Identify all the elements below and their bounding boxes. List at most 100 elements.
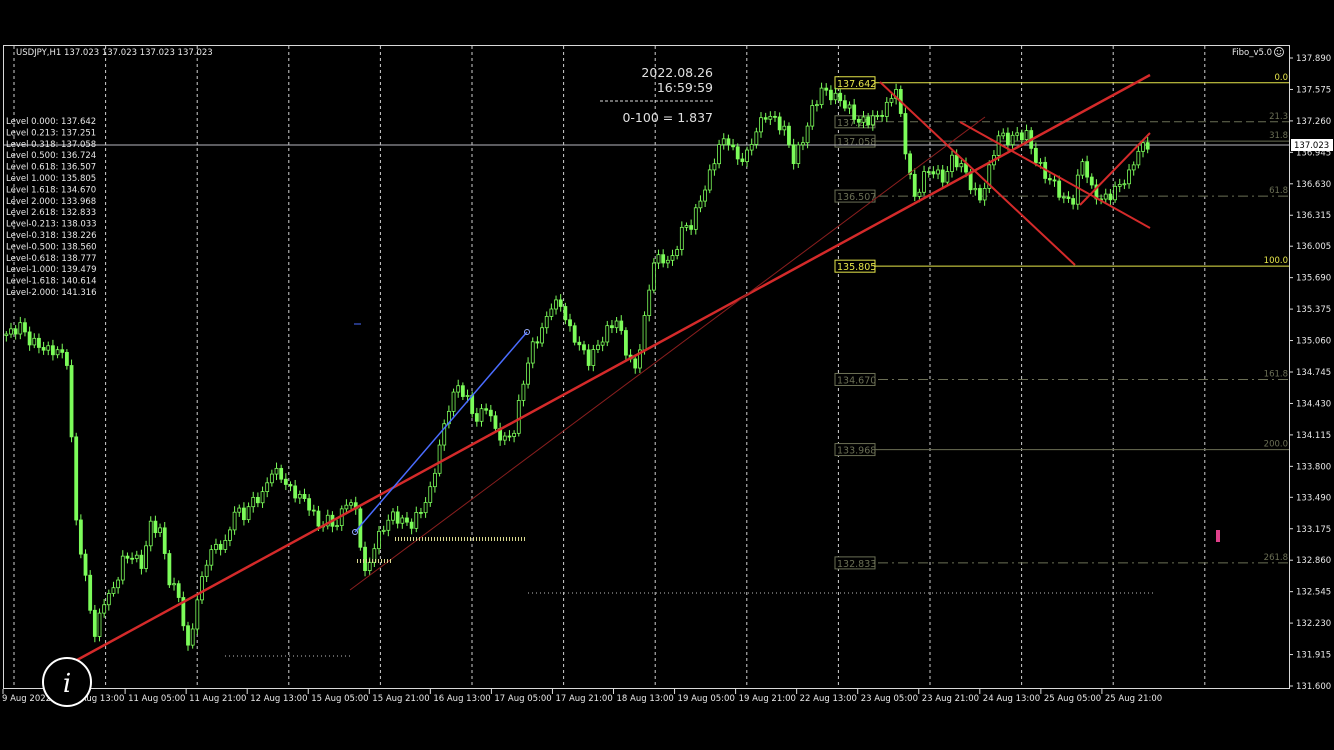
price-axis[interactable]: 137.890 137.575 137.260 136.945 136.630 136.3… bbox=[1289, 54, 1331, 692]
level-list-item: Level-0.213: 138.033 bbox=[6, 220, 97, 230]
blue-line-handle[interactable] bbox=[352, 529, 358, 535]
candle-body bbox=[740, 158, 745, 163]
candle-body bbox=[712, 163, 717, 171]
y-tick-label: 136.630 bbox=[1296, 180, 1331, 190]
candle-body bbox=[1033, 147, 1038, 164]
info-icon[interactable]: i bbox=[42, 657, 92, 707]
candle-body bbox=[1103, 193, 1108, 200]
candle-body bbox=[377, 530, 381, 550]
y-tick-label: 135.060 bbox=[1296, 337, 1331, 347]
candle-body bbox=[889, 98, 894, 103]
candle-body bbox=[111, 587, 116, 594]
y-tick-label: 132.545 bbox=[1296, 588, 1331, 598]
candle-body bbox=[824, 87, 829, 91]
candle-body bbox=[69, 365, 74, 438]
candle-body bbox=[228, 529, 232, 541]
x-tick-label: 17 Aug 05:00 bbox=[494, 694, 551, 704]
candle-body bbox=[279, 467, 284, 480]
time-axis[interactable]: 9 Aug 2022 10 Aug 13:00 11 Aug 05:00 11 Aug… bbox=[2, 689, 1162, 704]
candle-body bbox=[1080, 161, 1085, 176]
candle-body bbox=[451, 391, 456, 412]
candle-body bbox=[940, 169, 945, 183]
candle-body bbox=[442, 423, 447, 446]
level-list-item: Level 1.000: 135.805 bbox=[6, 174, 96, 184]
candle-body bbox=[460, 385, 465, 397]
x-tick-label: 11 Aug 05:00 bbox=[128, 694, 185, 704]
candle-body bbox=[88, 574, 93, 611]
candle-body bbox=[204, 564, 209, 578]
candle-body bbox=[535, 341, 540, 344]
fibo-price-box bbox=[834, 372, 876, 386]
candle-body bbox=[1089, 176, 1094, 186]
candle-body bbox=[37, 337, 41, 348]
candle-body bbox=[64, 352, 69, 366]
candle-body bbox=[190, 628, 195, 646]
candle-body bbox=[92, 609, 97, 637]
candle-body bbox=[265, 482, 270, 492]
candle-body bbox=[1108, 193, 1113, 201]
candle-body bbox=[675, 249, 680, 256]
main-trendline[interactable] bbox=[54, 73, 1151, 674]
blue-line-handle[interactable] bbox=[524, 329, 530, 335]
candle-body bbox=[880, 115, 885, 117]
candle-body bbox=[600, 341, 605, 346]
level-list-item: Level 0.318: 137.058 bbox=[6, 140, 96, 150]
fibo-pct-label: 31.8 bbox=[1269, 131, 1288, 141]
candle-body bbox=[759, 117, 763, 133]
candle-body bbox=[1127, 169, 1131, 185]
candle-body bbox=[1122, 183, 1127, 186]
x-tick-label: 23 Aug 21:00 bbox=[922, 694, 979, 704]
y-tick-label: 132.860 bbox=[1296, 556, 1331, 566]
candle-body bbox=[251, 496, 256, 508]
candle-body bbox=[46, 345, 51, 351]
candle-body bbox=[102, 604, 107, 614]
info-time: 16:59:59 bbox=[657, 80, 713, 95]
y-tick-label: 137.890 bbox=[1296, 54, 1331, 64]
candle-body bbox=[214, 543, 218, 551]
candle-body bbox=[1024, 130, 1029, 141]
candle-body bbox=[293, 485, 298, 499]
candle-body bbox=[866, 116, 871, 126]
candle-body bbox=[530, 341, 535, 364]
candle-body bbox=[582, 344, 586, 351]
x-tick-label: 15 Aug 05:00 bbox=[311, 694, 368, 704]
x-tick-label: 25 Aug 21:00 bbox=[1105, 694, 1162, 704]
candle-body bbox=[861, 116, 866, 123]
candle-body bbox=[474, 413, 479, 422]
candle-body bbox=[745, 149, 749, 163]
candle-body bbox=[437, 444, 442, 474]
candle-body bbox=[246, 506, 251, 521]
candle-body bbox=[894, 89, 899, 99]
candle-body bbox=[982, 187, 987, 201]
candle-body bbox=[693, 207, 698, 230]
candle-body bbox=[973, 188, 978, 191]
candle-body bbox=[959, 163, 964, 168]
fibo-anchor-line[interactable] bbox=[879, 81, 1076, 266]
candle-body bbox=[805, 125, 810, 144]
y-tick-label: 133.175 bbox=[1296, 525, 1331, 535]
candle-body bbox=[242, 507, 246, 521]
candle-body bbox=[456, 385, 461, 393]
x-tick-label: 19 Aug 05:00 bbox=[678, 694, 735, 704]
candle-body bbox=[479, 408, 484, 422]
candle-body bbox=[782, 125, 787, 131]
level-list-item: Level-1.618: 140.614 bbox=[6, 277, 97, 287]
candle-body bbox=[55, 349, 60, 356]
fibo-pct-label: 21.3 bbox=[1269, 112, 1288, 122]
candle-body bbox=[349, 502, 353, 506]
candle-body bbox=[912, 173, 917, 197]
candle-body bbox=[507, 435, 512, 438]
candle-body bbox=[665, 259, 670, 264]
short-trendline[interactable] bbox=[1079, 132, 1151, 206]
level-list-item: Level 0.500: 136.724 bbox=[6, 151, 96, 161]
candle-body bbox=[773, 115, 777, 118]
candle-body bbox=[787, 125, 791, 146]
candle-body bbox=[791, 144, 796, 165]
candle-body bbox=[209, 549, 214, 566]
thin-trendline[interactable] bbox=[349, 116, 986, 591]
candle-body bbox=[1145, 142, 1150, 150]
candle-body bbox=[1113, 185, 1117, 201]
channel-line[interactable] bbox=[959, 121, 1151, 229]
blue-trendline[interactable] bbox=[354, 331, 528, 533]
